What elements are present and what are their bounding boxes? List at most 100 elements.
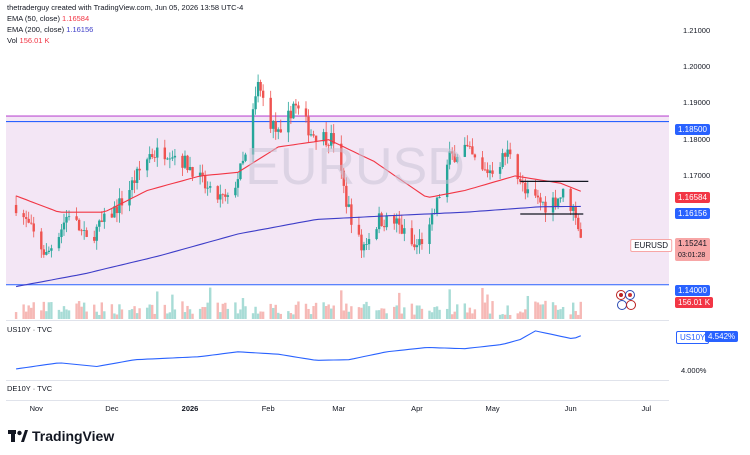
volume-bar-2025-11-28 [103, 311, 106, 319]
volume-bar-2025-10-31 [32, 302, 35, 319]
volume-bar-2025-11-05 [45, 311, 48, 319]
volume-bar-2025-11-17 [75, 303, 78, 319]
tradingview-logo[interactable]: TradingView [8, 428, 114, 444]
volume-bar-2026-05-22 [544, 300, 547, 319]
candle-body-2026-05-21 [541, 201, 545, 203]
candle-body-2026-02-02 [269, 97, 272, 129]
volume-bar-2026-05-15 [526, 295, 530, 319]
volume-bar-2026-01-13 [219, 312, 222, 319]
candle-body-2026-02-03 [272, 121, 275, 129]
economic-events-icon[interactable] [614, 290, 638, 310]
candle-body-2026-01-13 [219, 194, 222, 200]
volume-bar-2026-01-20 [236, 313, 240, 319]
volume-bar-2026-05-27 [556, 309, 560, 319]
volume-bar-2026-04-15 [451, 314, 454, 319]
candle-body-2026-05-12 [519, 179, 522, 182]
legend-volume[interactable]: Vol 156.01 K [7, 36, 50, 45]
volume-bar-2026-03-11 [362, 304, 366, 319]
volume-bar-2026-05-11 [516, 313, 519, 319]
volume-bar-2025-11-20 [82, 302, 86, 319]
candle-body-2026-04-03 [420, 239, 424, 245]
candle-body-2025-11-04 [42, 249, 46, 255]
candle-body-2026-01-20 [236, 179, 240, 188]
volume-bar-2026-03-12 [365, 301, 368, 319]
candle-body-2026-01-08 [206, 187, 209, 189]
price-label-ema50: 1.16584 [675, 192, 710, 203]
us10y-axis-tick: 4.000% [681, 366, 707, 375]
volume-bar-2025-10-27 [22, 304, 25, 319]
price-label-lower-line: 1.14000 [675, 285, 710, 296]
candle-body-2026-01-02 [191, 166, 194, 177]
candle-body-2026-05-05 [501, 153, 504, 167]
volume-bar-2026-03-30 [410, 303, 414, 319]
volume-bar-2026-04-23 [471, 313, 474, 319]
pane-separator-de10y[interactable] [6, 380, 669, 381]
candle-body-2026-03-13 [367, 239, 371, 245]
volume-bar-2026-04-30 [488, 313, 492, 319]
volume-bar-2026-04-28 [483, 302, 487, 319]
ema50-line [15, 139, 582, 213]
candle-body-2026-04-13 [445, 164, 449, 198]
volume-bar-2026-04-24 [473, 309, 477, 319]
candle-body-2026-04-07 [430, 214, 434, 225]
volume-bar-2025-12-19 [156, 291, 159, 319]
volume-bar-2026-06-03 [574, 311, 577, 319]
ema200-line [15, 205, 581, 288]
volume-bar-2026-01-12 [216, 302, 219, 319]
candle-body-2026-02-19 [312, 134, 315, 136]
volume-bar-2026-05-20 [539, 304, 542, 319]
price-label-upper-line: 1.18500 [675, 124, 710, 135]
candle-body-2026-06-04 [577, 217, 580, 230]
volume-bar-2026-02-23 [322, 302, 325, 319]
candle-body-2026-04-09 [435, 197, 439, 214]
time-tick-label: Nov [29, 404, 43, 413]
volume-bar-2025-10-24 [14, 312, 18, 319]
candle-body-2026-04-22 [468, 146, 472, 147]
volume-bar-2026-03-25 [398, 292, 401, 319]
volume-bar-2026-04-03 [420, 308, 424, 319]
candle-body-2026-02-16 [304, 108, 308, 117]
volume-bar-2026-04-27 [481, 287, 484, 319]
volume-bar-2026-05-14 [524, 309, 527, 319]
volume-bar-2026-05-18 [534, 301, 537, 319]
candle-body-2026-06-02 [572, 205, 575, 211]
volume-bar-2026-04-07 [430, 312, 434, 319]
volume-bar-2026-01-08 [206, 302, 209, 319]
candle-body-2026-02-27 [332, 133, 335, 144]
candle-body-2026-05-07 [506, 149, 509, 157]
legend-ema200[interactable]: EMA (200, close) 1.16156 [7, 25, 94, 34]
volume-bar-2026-04-06 [428, 310, 431, 319]
volume-bar-2026-02-06 [279, 313, 282, 319]
candle-body-2025-11-25 [95, 226, 98, 241]
volume-bar-2026-05-29 [561, 306, 565, 319]
volume-bar-2026-02-05 [277, 312, 280, 319]
volume-bar-2025-12-11 [135, 313, 139, 319]
volume-bar-2026-04-02 [418, 305, 421, 319]
volume-bar-2025-12-29 [181, 301, 184, 319]
volume-bar-2026-02-20 [314, 302, 318, 319]
candle-body-2025-12-02 [113, 206, 116, 218]
candle-body-2026-05-08 [508, 149, 512, 155]
candle-body-2025-12-18 [153, 157, 156, 158]
pane-separator-us10y[interactable] [6, 320, 669, 321]
volume-bar-2025-12-31 [186, 305, 189, 319]
volume-bar-2025-11-12 [62, 306, 66, 319]
candle-body-2026-03-25 [398, 218, 401, 225]
time-tick-label: Dec [105, 404, 119, 413]
candle-body-2026-03-31 [413, 244, 416, 248]
candle-body-2026-03-26 [400, 224, 403, 234]
time-tick-label: Apr [411, 404, 423, 413]
candle-body-2025-12-01 [110, 213, 114, 218]
candle-body-2025-11-10 [57, 237, 61, 249]
volume-bar-2026-04-08 [433, 307, 436, 319]
volume-bar-2026-02-13 [297, 301, 300, 319]
price-label-ema200: 1.16156 [675, 208, 710, 219]
candle-body-2025-12-16 [148, 154, 151, 160]
candle-body-2025-11-03 [40, 231, 43, 250]
volume-bar-2026-02-19 [312, 306, 315, 319]
volume-bar-2026-06-01 [569, 314, 572, 319]
volume-bar-2026-01-01 [188, 309, 192, 319]
legend-ema50[interactable]: EMA (50, close) 1.16584 [7, 14, 90, 23]
candle-body-2025-12-15 [145, 159, 149, 171]
